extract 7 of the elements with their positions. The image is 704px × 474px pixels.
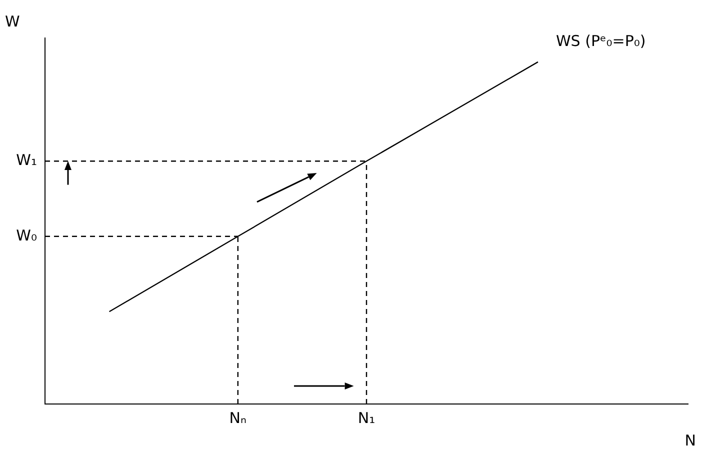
x-axis-title: N xyxy=(684,431,696,450)
series-label: WS (Pᵉ₀=P₀) xyxy=(556,32,646,50)
ref-line-label: W₁ xyxy=(16,151,37,170)
ref-line-label: W₀ xyxy=(16,226,37,244)
x-tick-label: Nₙ xyxy=(229,408,247,427)
y-axis-title: W xyxy=(5,12,20,30)
x-tick-label: N₁ xyxy=(358,408,376,427)
